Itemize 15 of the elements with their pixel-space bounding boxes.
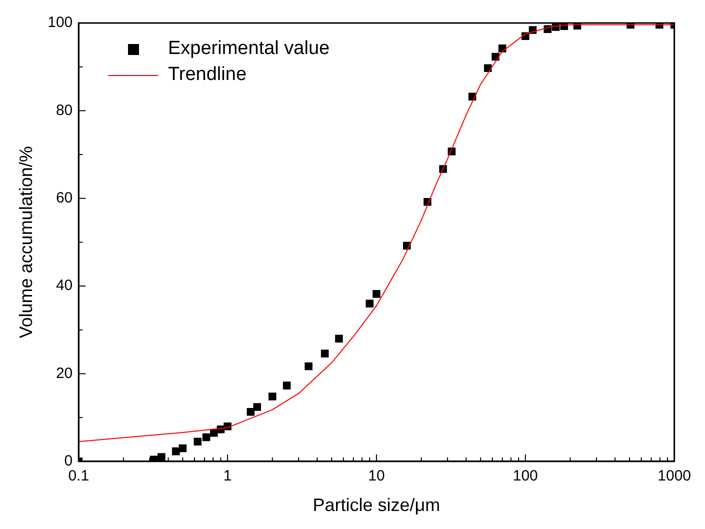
x-tick-label: 0.1 [68,468,90,485]
y-tick-label: 80 [56,102,73,119]
y-tick-label: 60 [56,190,73,206]
legend-label: Experimental value [168,37,330,61]
legend-label: Trendline [168,63,247,87]
x-tick-label: 1000 [658,468,692,485]
x-tick-label: 100 [512,468,538,485]
x-axis-title: Particle size/μm [312,495,440,516]
x-tick-label: 1 [223,468,232,485]
y-tick-label: 0 [64,452,73,470]
y-tick-label: 100 [48,14,73,32]
y-tick-label: 40 [56,277,73,294]
y-tick-label: 20 [56,364,73,382]
y-axis-title: Volume accumulation/% [16,146,36,338]
x-tick-label: 10 [368,468,385,485]
